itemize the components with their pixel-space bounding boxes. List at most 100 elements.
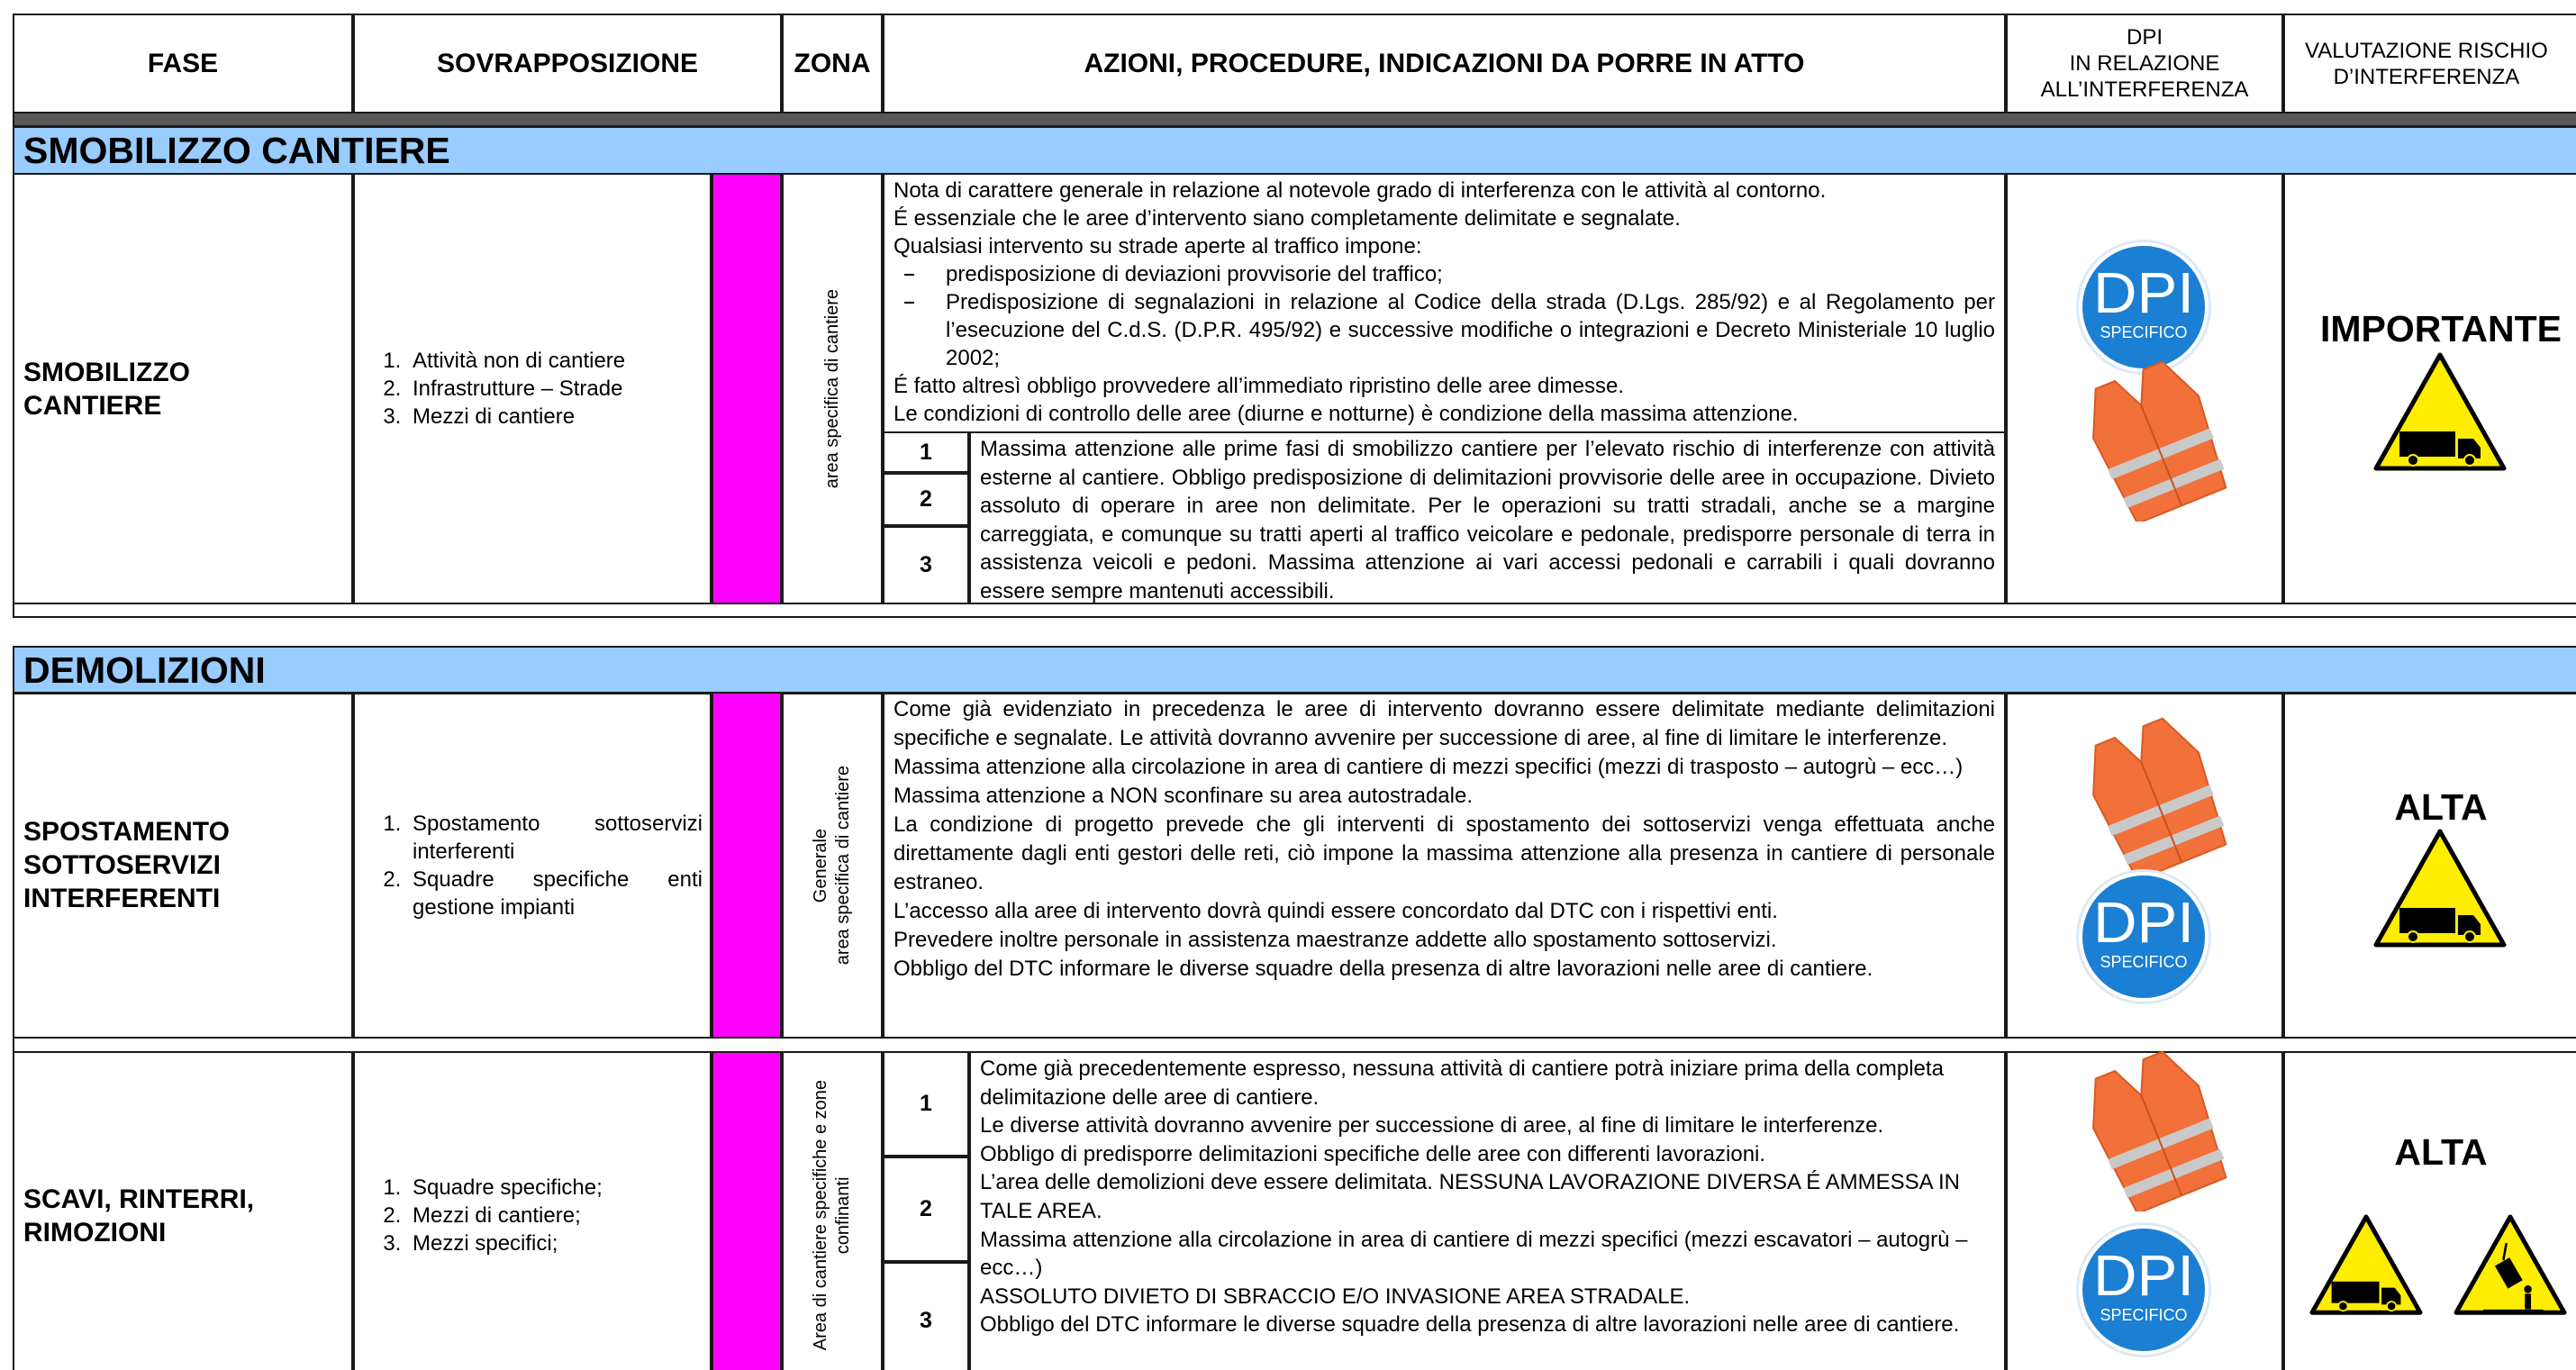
overlap-marker bbox=[712, 1051, 782, 1370]
risk-level: IMPORTANTE bbox=[2319, 308, 2562, 349]
action-paragraph: Come già evidenziato in precedenza le ar… bbox=[893, 697, 1995, 750]
badge-sublabel: SPECIFICO bbox=[2100, 323, 2187, 341]
step-number: 2 bbox=[883, 1157, 969, 1262]
step-paragraph: Massima attenzione alle prime fasi di sm… bbox=[980, 437, 1995, 603]
zone-line: Area di cantiere specifiche e zone bbox=[811, 1080, 830, 1351]
actions-cell: Nota di carattere generale in relazione … bbox=[883, 173, 2006, 433]
vest bbox=[2092, 360, 2227, 522]
phase-line: INTERFERENTI bbox=[23, 884, 221, 913]
header-cell: FASE bbox=[13, 14, 353, 113]
vest-stripe bbox=[2123, 458, 2225, 509]
truck-cab bbox=[2458, 438, 2481, 458]
step-number: 3 bbox=[883, 1262, 969, 1370]
step-number: 1 bbox=[883, 431, 969, 473]
section-title: SMOBILIZZO CANTIERE bbox=[13, 126, 2576, 175]
phase-line: CANTIERE bbox=[23, 390, 162, 421]
overlap-cell: Squadre specifiche;Mezzi di cantiere;Mez… bbox=[353, 1051, 712, 1370]
step-line: Come già precedentemente espresso, nessu… bbox=[980, 1057, 1944, 1110]
action-paragraph: Obbligo del DTC informare le diverse squ… bbox=[893, 957, 1873, 981]
header-cell: VALUTAZIONE RISCHIO D’INTERFERENZA bbox=[2283, 14, 2576, 113]
truck-body bbox=[2399, 907, 2455, 933]
risk-cell bbox=[2283, 692, 2576, 1039]
badge-label: DPI bbox=[2093, 1243, 2194, 1308]
phase-cell: SPOSTAMENTO SOTTOSERVIZI INTERFERENTI bbox=[13, 692, 353, 1039]
header-label: AZIONI, PROCEDURE, INDICAZIONI DA PORRE … bbox=[1084, 48, 1805, 78]
step-line: Obbligo di predisporre delimitazioni spe… bbox=[980, 1141, 1766, 1166]
action-paragraph: Prevedere inoltre personale in assistenz… bbox=[893, 928, 1777, 952]
action-line: Qualsiasi intervento su strade aperte al… bbox=[893, 234, 1422, 259]
truck-wheel bbox=[2386, 1301, 2398, 1312]
action-line: Nota di carattere generale in relazione … bbox=[893, 178, 1827, 203]
badge-circle bbox=[2079, 872, 2209, 1002]
vest-stripe bbox=[2123, 815, 2225, 866]
step-line: L’area delle demolizioni deve essere del… bbox=[980, 1170, 1961, 1223]
zone-cell: area specifica di cantiere bbox=[782, 173, 883, 604]
dpi-cell bbox=[2006, 173, 2283, 604]
person-head bbox=[2524, 1285, 2532, 1293]
truck-wheel bbox=[2463, 930, 2476, 943]
badge-label: DPI bbox=[2093, 890, 2194, 955]
overlap-item: Attività non di cantiere bbox=[407, 347, 703, 375]
risk-level: ALTA bbox=[2394, 786, 2488, 828]
action-paragraph: L’accesso alla aree di intervento dovrà … bbox=[893, 899, 1778, 923]
action-bullet: predisposizione di deviazioni provvisori… bbox=[904, 260, 1995, 288]
header-label: VALUTAZIONE RISCHIO bbox=[2305, 38, 2548, 63]
vest-icon bbox=[2092, 717, 2227, 878]
overlap-marker bbox=[712, 692, 782, 1039]
zone-text: area specifica di cantiere bbox=[821, 289, 844, 488]
overlap-item: Squadre specifiche enti gestione impiant… bbox=[407, 866, 703, 921]
step-number-text: 3 bbox=[920, 1308, 932, 1333]
overlap-item: Infrastrutture – Strade bbox=[407, 375, 703, 403]
phase-line: SPOSTAMENTO bbox=[23, 817, 230, 847]
header-label: D’INTERFERENZA bbox=[2333, 64, 2520, 89]
badge-label: DPI bbox=[2093, 260, 2194, 325]
dpi-cell bbox=[2006, 1051, 2283, 1370]
badge-sublabel: SPECIFICO bbox=[2100, 1306, 2187, 1324]
truck-wheel bbox=[2463, 453, 2476, 467]
overlap-cell: Spostamento sottoservizi interferentiSqu… bbox=[353, 692, 712, 1039]
pictogram bbox=[2399, 907, 2481, 943]
overlap-list: Attività non di cantiereInfrastrutture –… bbox=[355, 347, 710, 431]
overlap-cell: Attività non di cantiereInfrastrutture –… bbox=[353, 173, 712, 604]
zone-cell: Area di cantiere specifiche e zone confin… bbox=[782, 1051, 883, 1370]
truck-body bbox=[2331, 1282, 2380, 1304]
zone-line: Generale bbox=[811, 828, 830, 903]
pictogram bbox=[2483, 1243, 2544, 1312]
vest-split bbox=[2140, 404, 2183, 506]
vest-split bbox=[2140, 1094, 2183, 1196]
header-label: SOVRAPPOSIZIONE bbox=[436, 48, 699, 78]
header-label: DPI bbox=[2126, 25, 2163, 50]
person-body bbox=[2525, 1293, 2532, 1310]
zone-text: Area di cantiere specifiche e zone confin… bbox=[810, 1080, 855, 1350]
header-label: FASE bbox=[147, 48, 219, 78]
phase-line: SCAVI, RINTERRI, bbox=[23, 1184, 255, 1214]
risk-level: ALTA bbox=[2394, 1131, 2488, 1173]
step-line: Obbligo del DTC informare le diverse squ… bbox=[980, 1312, 1960, 1338]
step-number-text: 2 bbox=[920, 1196, 932, 1221]
vest-split bbox=[2140, 761, 2183, 863]
header-cell: AZIONI, PROCEDURE, INDICAZIONI DA PORRE … bbox=[883, 14, 2006, 113]
truck-wheel bbox=[2407, 930, 2419, 943]
load-cable bbox=[2502, 1243, 2508, 1261]
phase-line: SMOBILIZZO bbox=[23, 357, 190, 387]
risk-cell bbox=[2283, 1051, 2576, 1370]
step-number-text: 1 bbox=[920, 439, 932, 465]
overlap-item: Spostamento sottoservizi interferenti bbox=[407, 810, 703, 866]
overlap-item: Squadre specifiche; bbox=[407, 1174, 703, 1202]
truck-cab bbox=[2458, 914, 2481, 935]
separator-bar bbox=[13, 112, 2576, 127]
header-label: ZONA bbox=[794, 48, 871, 78]
phase-cell: SMOBILIZZO CANTIERE bbox=[13, 173, 353, 604]
truck-wheel bbox=[2337, 1301, 2349, 1312]
action-line: É fatto altresì obbligo provvedere all’i… bbox=[893, 374, 1625, 398]
section-title-text: DEMOLIZIONI bbox=[23, 649, 266, 691]
action-paragraph: Massima attenzione alla circolazione in … bbox=[893, 755, 1964, 779]
step-number-text: 3 bbox=[920, 552, 932, 577]
truck-cab bbox=[2381, 1288, 2401, 1305]
overlap-item: Mezzi specifici; bbox=[407, 1229, 703, 1257]
step-number-text: 2 bbox=[920, 486, 932, 512]
action-paragraph: Massima attenzione a NON sconfinare su a… bbox=[893, 784, 1473, 808]
